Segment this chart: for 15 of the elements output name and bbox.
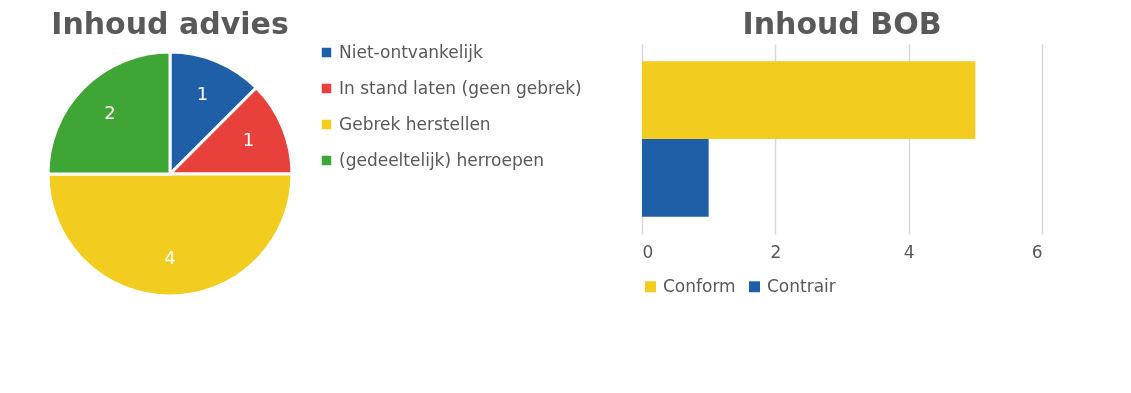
data-label: 1	[242, 129, 255, 151]
x-tick-label: 2	[770, 241, 782, 262]
chart-title: Inhoud BOB	[742, 6, 942, 41]
x-tick-label: 6	[1031, 241, 1043, 262]
legend-label: In stand laten (geen gebrek)	[339, 77, 582, 98]
x-tick-label: 4	[903, 241, 915, 262]
chart-title: Inhoud advies	[51, 6, 289, 41]
legend-label: Contrair	[767, 275, 836, 296]
legend-label: Conform	[663, 275, 736, 296]
data-label: 1	[196, 83, 209, 105]
x-tick-label: 0	[642, 241, 654, 262]
legend-label: Niet-ontvankelijk	[339, 41, 483, 62]
legend-label: Gebrek herstellen	[339, 113, 491, 134]
data-label: 2	[104, 101, 116, 123]
legend-label: (gedeeltelijk) herroepen	[339, 149, 544, 170]
